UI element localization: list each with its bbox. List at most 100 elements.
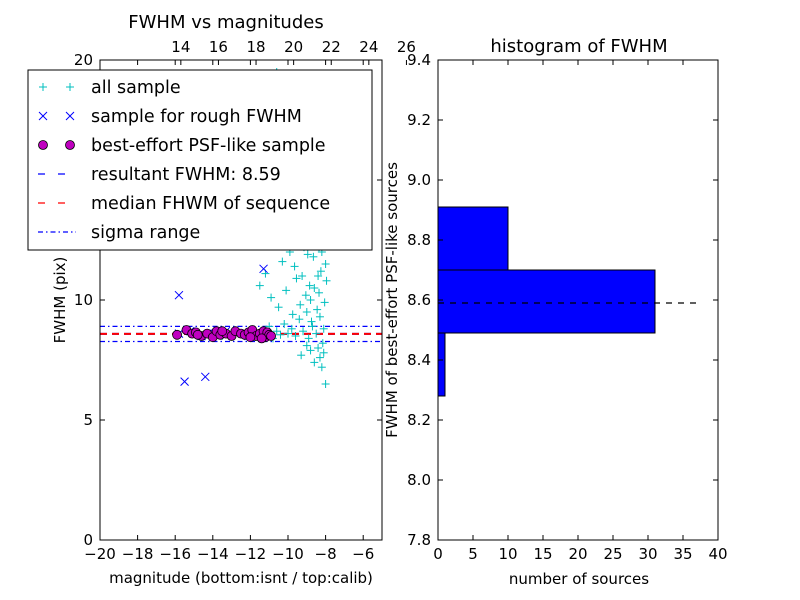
point-all-sample	[315, 353, 324, 362]
y-tick-label: 0	[83, 531, 93, 549]
point-all-sample	[306, 296, 315, 304]
top-x-tick-label: 22	[322, 38, 341, 56]
point-all-sample	[320, 298, 329, 307]
y-tick-label: 9.2	[407, 111, 431, 129]
histogram-bar	[437, 269, 656, 334]
x-tick-label: 0	[433, 545, 443, 563]
point-all-sample	[303, 250, 312, 259]
legend-entry: sample for rough FWHM	[38, 107, 302, 127]
point-rough-sample	[174, 290, 184, 300]
x-tick-label: 30	[638, 545, 657, 563]
point-all-sample	[278, 257, 287, 266]
legend-label: best-effort PSF-like sample	[91, 136, 326, 156]
x-tick-label: −12	[235, 545, 267, 563]
point-psf-sample	[245, 332, 256, 343]
point-all-sample	[310, 284, 319, 292]
y-tick-label: 8.6	[407, 291, 431, 309]
x-tick-label: 25	[603, 545, 622, 563]
x-b	[180, 377, 189, 386]
left-bottom-x-ticks: −20 −18 −16 −14 −12 −10 −8 −6	[84, 60, 374, 563]
y-tick-label: 5	[83, 411, 93, 429]
point-all-sample	[304, 334, 313, 343]
point-all-sample	[322, 276, 331, 285]
legend-entry: median FHWM of sequence	[38, 194, 330, 214]
point-all-sample	[314, 272, 323, 280]
point-rough-sample	[180, 377, 189, 386]
point-all-sample	[298, 272, 307, 280]
point-rough-sample	[259, 264, 268, 274]
x-tick-label: 15	[533, 545, 552, 563]
point-all-sample	[284, 329, 292, 338]
point-psf-sample	[217, 326, 228, 337]
legend-entry: best-effort PSF-like sample	[38, 136, 326, 156]
point-all-sample	[295, 315, 304, 324]
x-b	[65, 111, 75, 121]
legend-label: sigma range	[91, 223, 200, 243]
x-b	[38, 111, 48, 121]
right-panel: 0 5 10 15 20 25 30 35 40 7.8 8.0 8.2 8.4 8.6 8.8 9.0 9.…	[383, 36, 728, 588]
point-all-sample	[312, 329, 321, 338]
right-y-ticks: 7.8 8.0 8.2 8.4 8.6 8.8 9.0 9.2 9.4	[407, 51, 718, 549]
left-horizontal-lines	[100, 325, 382, 343]
x-tick-label: 5	[468, 545, 478, 563]
top-x-tick-label: 20	[284, 38, 303, 56]
point-psf-sample	[266, 331, 276, 341]
point-all-sample	[267, 293, 276, 302]
legend-marker-plus	[66, 83, 74, 91]
legend-label: sample for rough FWHM	[91, 107, 302, 127]
y-tick-label: 20	[74, 51, 93, 69]
histogram-bars	[437, 206, 656, 397]
x-tick-label: −6	[352, 545, 374, 563]
y-tick-label: 8.2	[407, 411, 431, 429]
x-tick-label: 20	[568, 545, 587, 563]
right-x-axis-label: number of sources	[509, 570, 649, 588]
y-tick-label: 10	[74, 291, 93, 309]
x-tick-label: 10	[498, 545, 517, 563]
x-tick-label: −8	[315, 545, 337, 563]
left-top-x-ticks: 14 16 18 20 22 24 26	[171, 38, 416, 65]
point-all-sample	[302, 341, 311, 350]
legend-label: resultant FWHM: 8.59	[91, 165, 281, 185]
y-tick-label: 7.8	[407, 531, 431, 549]
point-all-sample	[317, 363, 326, 372]
point-rough-sample	[200, 372, 210, 382]
point-all-sample	[306, 346, 315, 355]
left-y-axis-label: FWHM (pix)	[51, 257, 69, 344]
right-chart-title: histogram of FWHM	[490, 36, 667, 57]
top-x-tick-label: 18	[246, 38, 265, 56]
point-all-sample	[309, 252, 318, 261]
x-b	[174, 290, 184, 300]
x-b	[200, 372, 210, 382]
x-tick-label: 40	[708, 545, 727, 563]
point-psf-sample	[192, 329, 203, 340]
legend-marker-x	[38, 111, 48, 121]
point-all-sample	[302, 308, 311, 316]
y-tick-label: 9.4	[407, 51, 431, 69]
x-tick-label: −18	[122, 545, 154, 563]
point-all-sample	[255, 281, 264, 290]
point-all-sample	[319, 324, 328, 333]
left-chart-title: FWHM vs magnitudes	[128, 12, 323, 33]
right-y-axis-label: FWHM of best-effort PSF-like sources	[383, 162, 401, 438]
y-tick-label: 8.4	[407, 351, 431, 369]
left-legend: all sample sample for rough FWHM best-effo…	[27, 69, 373, 251]
x-tick-label: 35	[673, 545, 692, 563]
point-all-sample	[288, 310, 297, 319]
point-all-sample	[280, 320, 289, 328]
point-all-sample	[296, 300, 305, 309]
x-tick-label: −14	[197, 545, 229, 563]
point-all-sample	[321, 380, 330, 388]
x-tick-label: −20	[84, 545, 116, 563]
series-best-effort PSF-like sample	[172, 325, 276, 344]
legend-marker-plus	[39, 83, 47, 91]
top-x-tick-label: 14	[171, 38, 190, 56]
point-all-sample	[308, 322, 317, 331]
point-psf-sample	[256, 333, 267, 344]
point-all-sample	[299, 327, 308, 336]
left-panel: −20 −18 −16 −14 −12 −10 −8 −6 14 16 18 20 22 24 26 0 5…	[27, 12, 416, 587]
point-all-sample	[287, 324, 296, 333]
point-all-sample	[274, 303, 283, 312]
point-all-sample	[291, 332, 300, 340]
point-psf-sample	[172, 329, 182, 340]
